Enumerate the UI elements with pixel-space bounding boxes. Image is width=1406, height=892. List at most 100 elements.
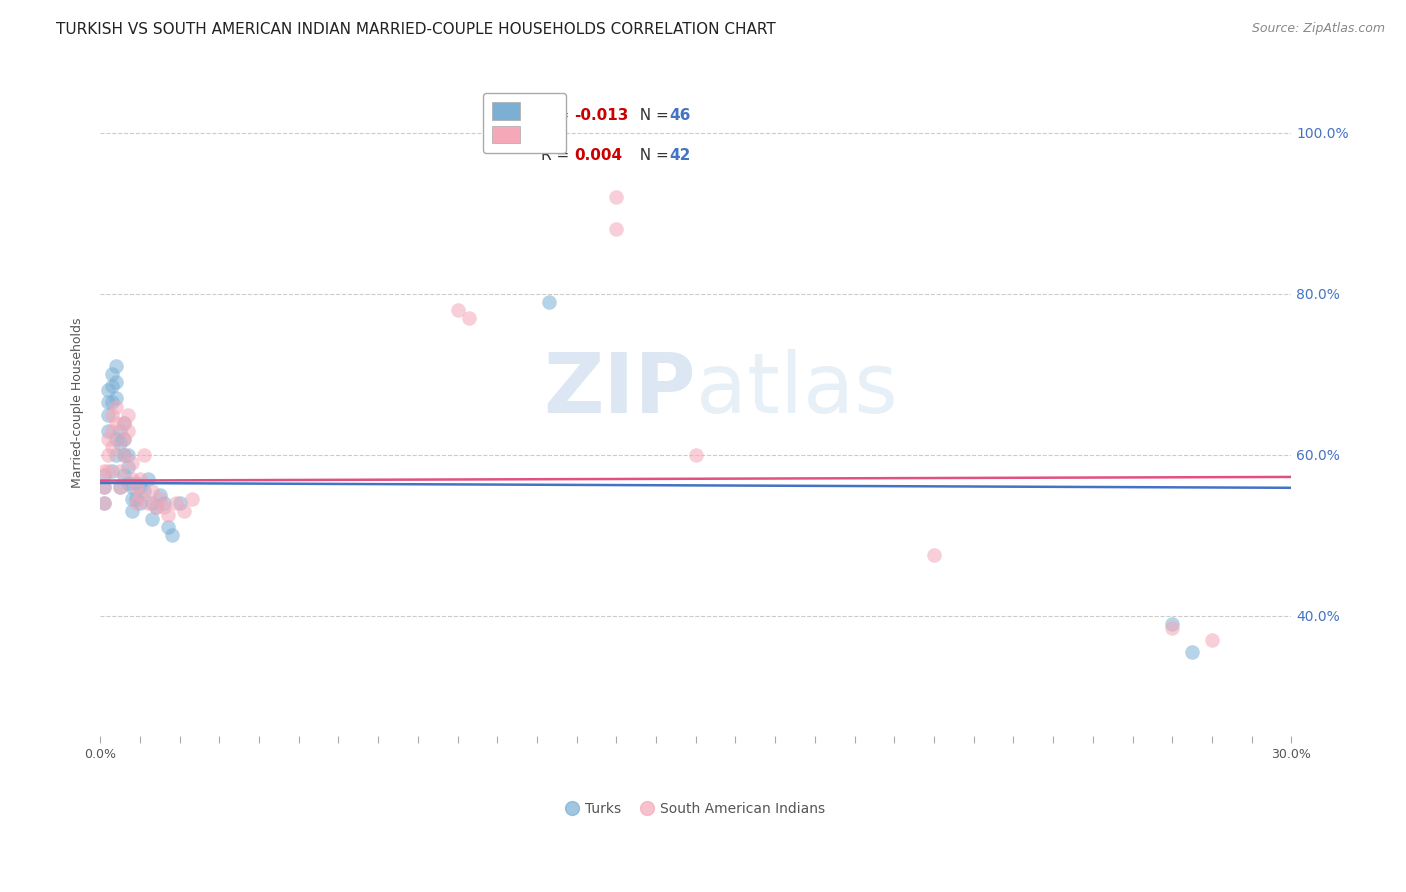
Point [108,435,131,450]
Text: 46: 46 [669,108,690,123]
Point [125,475,148,490]
Point [112,448,135,462]
Text: 42: 42 [669,148,690,163]
Point [1161,621,1184,635]
Point [93,480,115,494]
Point [105,448,128,462]
Point [112,467,135,482]
Point [1201,632,1223,647]
Point [121,504,143,518]
Point [101,395,124,409]
Point [97,395,120,409]
Text: N =: N = [630,148,673,163]
Point [97,424,120,438]
Text: -0.013: -0.013 [574,108,628,123]
Text: TURKISH VS SOUTH AMERICAN INDIAN MARRIED-COUPLE HOUSEHOLDS CORRELATION CHART: TURKISH VS SOUTH AMERICAN INDIAN MARRIED… [56,22,776,37]
Point [152,496,174,510]
Point [121,456,143,470]
Point [152,500,174,515]
Point [156,508,179,523]
Legend: Turks, South American Indians: Turks, South American Indians [561,797,831,822]
Point [149,491,172,506]
Point [605,190,627,204]
Point [101,424,124,438]
Point [160,528,183,542]
Point [97,448,120,462]
Point [922,549,945,563]
Point [108,480,131,494]
Point [93,496,115,510]
Point [685,448,707,462]
Point [121,491,143,506]
Point [1161,616,1184,631]
Point [132,448,155,462]
Point [145,500,167,515]
Point [125,480,148,494]
Point [105,416,128,430]
Point [132,483,155,498]
Point [125,491,148,506]
Point [101,379,124,393]
Point [605,222,627,236]
Point [129,480,152,494]
Text: Source: ZipAtlas.com: Source: ZipAtlas.com [1251,22,1385,36]
Point [117,475,139,490]
Point [93,496,115,510]
Point [169,496,191,510]
Point [112,416,135,430]
Text: R =: R = [541,108,574,123]
Point [156,520,179,534]
Point [105,432,128,446]
Point [101,464,124,478]
Point [93,467,115,482]
Point [97,408,120,422]
Point [105,376,128,390]
Point [129,488,152,502]
Point [112,416,135,430]
Point [97,432,120,446]
Point [105,400,128,414]
Point [117,424,139,438]
Point [136,472,159,486]
Point [129,472,152,486]
Point [141,483,163,498]
Text: N =: N = [630,108,673,123]
Point [93,480,115,494]
Point [108,424,131,438]
Point [136,496,159,510]
Point [97,464,120,478]
Point [180,491,202,506]
Point [101,440,124,454]
Point [129,496,152,510]
Point [141,512,163,526]
Point [117,448,139,462]
Point [1181,645,1204,659]
Point [165,496,187,510]
Point [112,448,135,462]
Point [117,408,139,422]
Point [93,464,115,478]
Point [537,294,560,309]
Point [117,459,139,474]
Text: R =: R = [541,148,574,163]
Point [101,408,124,422]
Point [458,311,481,326]
Point [125,496,148,510]
Point [121,480,143,494]
Point [108,480,131,494]
Point [121,472,143,486]
Point [446,302,468,317]
Point [173,504,195,518]
Point [112,432,135,446]
Point [145,500,167,515]
Point [101,368,124,382]
Point [97,384,120,398]
Point [112,432,135,446]
Point [105,359,128,374]
Point [141,496,163,510]
Text: atlas: atlas [696,349,897,430]
Y-axis label: Married-couple Households: Married-couple Households [72,318,84,488]
Point [105,392,128,406]
Text: ZIP: ZIP [543,349,696,430]
Text: 0.004: 0.004 [574,148,623,163]
